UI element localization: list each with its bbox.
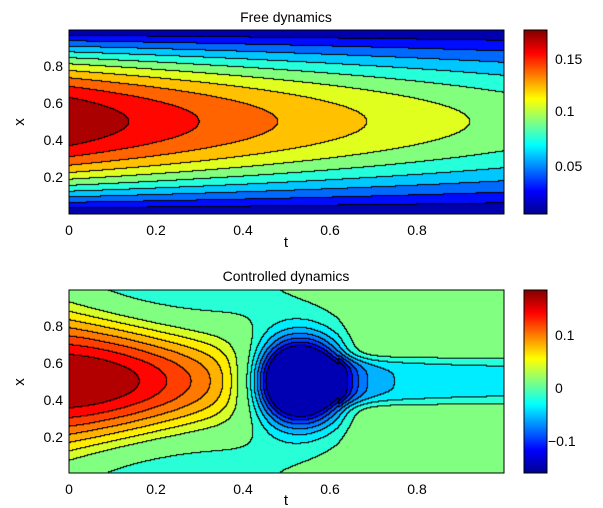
plot-frame [68, 289, 505, 474]
colorbar-tick-label: −0.1 [548, 433, 576, 449]
y-axis-label: x [11, 118, 28, 126]
colorbar: 0.1 0 −0.1 [523, 289, 576, 474]
colorbar-tick-label: 0.1 [555, 327, 575, 343]
filled-contour-image [69, 290, 504, 473]
chart-title: Free dynamics [240, 9, 332, 25]
colorbar-tick-label: 0.15 [555, 51, 582, 67]
x-axis: 0 0.2 0.4 0.6 0.8 t [65, 222, 427, 251]
x-tick-label: 0.2 [146, 222, 166, 238]
x-tick-label: 0.8 [407, 481, 427, 497]
y-tick-label: 0.4 [44, 392, 64, 408]
x-axis: 0 0.2 0.4 0.6 0.8 t [65, 481, 427, 508]
colorbar-tick-label: 0.1 [555, 103, 575, 119]
x-axis-label: t [284, 234, 289, 251]
colorbar: 0.05 0.1 0.15 [523, 29, 582, 215]
x-tick-label: 0.8 [407, 222, 427, 238]
x-tick-label: 0.4 [233, 222, 253, 238]
panel-controlled-dynamics: Controlled dynamics 0 0.2 0.4 0.6 0.8 t … [11, 268, 576, 508]
y-tick-label: 0.6 [44, 355, 64, 371]
colorbar-gradient [523, 289, 548, 474]
chart-title: Controlled dynamics [223, 268, 350, 284]
x-tick-label: 0.2 [146, 481, 166, 497]
colorbar-tick-label: 0 [555, 380, 563, 396]
x-axis-label: t [284, 492, 289, 508]
filled-contour-image [69, 30, 504, 214]
x-tick-label: 0.6 [320, 222, 340, 238]
contour-plot [69, 290, 504, 473]
y-tick-label: 0.4 [44, 132, 64, 148]
x-tick-label: 0 [65, 222, 73, 238]
y-axis: 0.2 0.4 0.6 0.8 x [11, 318, 63, 445]
y-tick-label: 0.8 [44, 318, 64, 334]
y-axis: 0.2 0.4 0.6 0.8 x [11, 58, 63, 185]
x-tick-label: 0.6 [320, 481, 340, 497]
y-tick-label: 0.6 [44, 95, 64, 111]
x-tick-label: 0 [65, 481, 73, 497]
colorbar-gradient [523, 29, 548, 215]
y-axis-label: x [11, 378, 28, 386]
colorbar-tick-label: 0.05 [555, 158, 582, 174]
x-tick-label: 0.4 [233, 481, 253, 497]
contour-plot [69, 30, 504, 214]
panel-free-dynamics: Free dynamics 0 0.2 0.4 0.6 0.8 t 0.2 0.… [11, 9, 582, 251]
y-tick-label: 0.8 [44, 58, 64, 74]
y-tick-label: 0.2 [44, 169, 64, 185]
plot-frame [68, 29, 505, 215]
y-tick-label: 0.2 [44, 429, 64, 445]
